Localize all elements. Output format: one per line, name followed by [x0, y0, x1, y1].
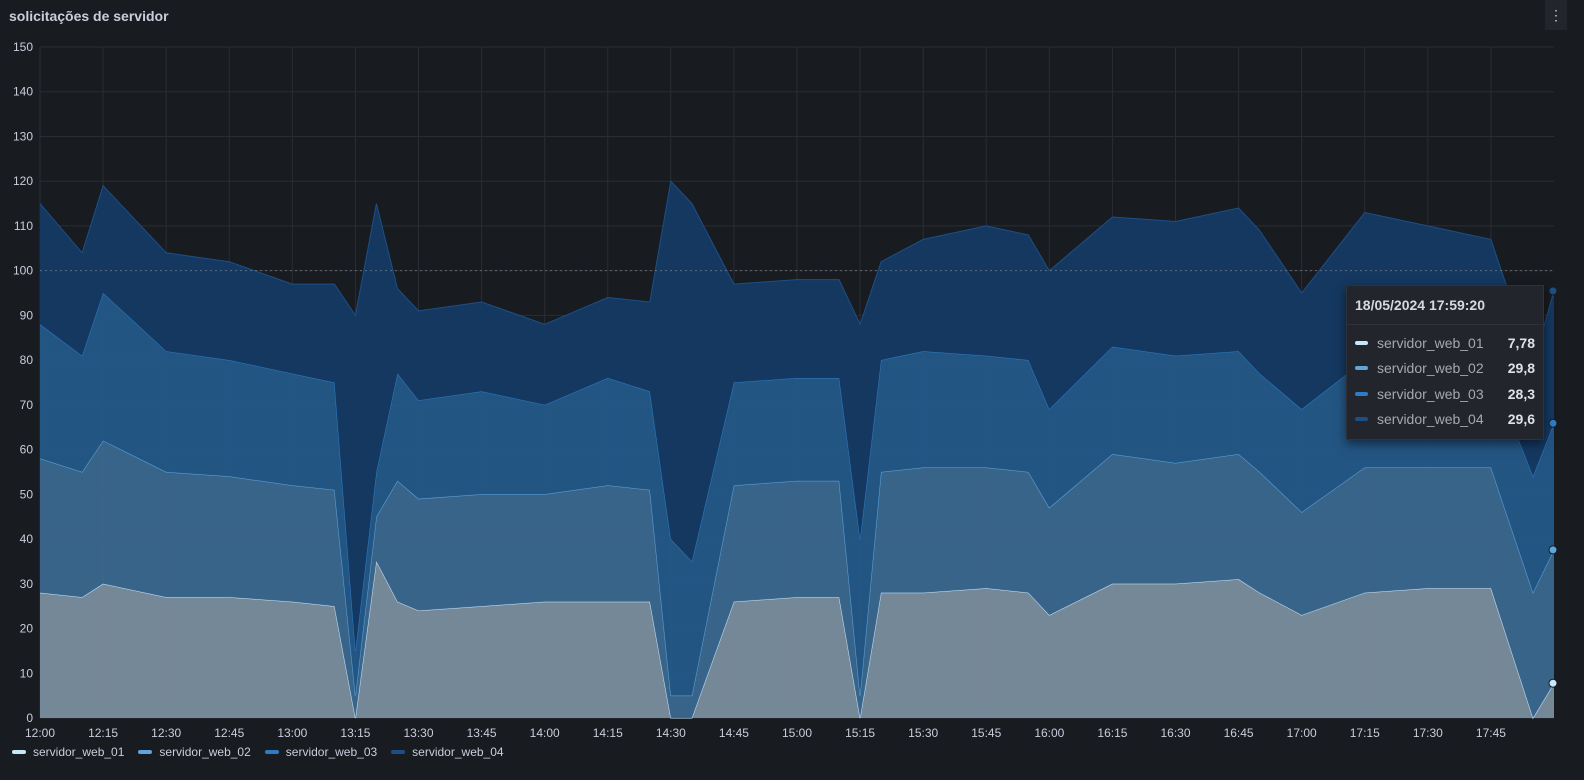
- panel-title: solicitações de servidor: [9, 8, 169, 24]
- y-tick-label: 120: [13, 174, 33, 188]
- x-tick-label: 16:15: [1097, 726, 1127, 740]
- tooltip-divider: [1347, 324, 1543, 325]
- y-tick-label: 20: [20, 622, 34, 636]
- tooltip-series-value: 28,3: [1507, 386, 1535, 402]
- y-tick-label: 100: [13, 264, 33, 278]
- x-tick-label: 17:15: [1350, 726, 1380, 740]
- legend-swatch: [12, 750, 26, 754]
- x-tick-label: 12:30: [151, 726, 181, 740]
- kebab-menu-icon[interactable]: ⋮: [1545, 0, 1567, 30]
- x-tick-label: 13:45: [467, 726, 497, 740]
- legend-label: servidor_web_01: [33, 745, 125, 759]
- x-tick-label: 17:30: [1413, 726, 1443, 740]
- tooltip-row: servidor_web_03 28,3: [1355, 385, 1535, 403]
- x-tick-label: 13:00: [277, 726, 307, 740]
- x-tick-label: 14:00: [530, 726, 560, 740]
- y-tick-label: 110: [14, 219, 33, 233]
- legend-label: servidor_web_02: [159, 745, 251, 759]
- legend-item[interactable]: servidor_web_04: [391, 745, 504, 759]
- y-tick-label: 140: [13, 85, 33, 99]
- series-swatch: [1355, 366, 1368, 370]
- x-tick-label: 17:00: [1287, 726, 1317, 740]
- tooltip-series-value: 7,78: [1507, 335, 1535, 351]
- series-area-3: [40, 293, 1554, 696]
- x-tick-label: 15:45: [971, 726, 1001, 740]
- y-tick-label: 90: [20, 308, 34, 322]
- y-tick-label: 50: [20, 487, 34, 501]
- legend-label: servidor_web_03: [285, 745, 378, 759]
- tooltip-row: servidor_web_02 29,8: [1355, 359, 1535, 377]
- tooltip-series-value: 29,6: [1507, 411, 1535, 427]
- y-tick-label: 70: [20, 398, 34, 412]
- x-tick-label: 13:15: [340, 726, 370, 740]
- series-area-2: [40, 440, 1554, 718]
- y-tick-label: 150: [13, 40, 33, 54]
- legend-label: servidor_web_04: [412, 745, 504, 759]
- y-tick-label: 60: [20, 443, 34, 457]
- legend-item[interactable]: servidor_web_03: [264, 745, 378, 759]
- x-tick-label: 16:30: [1160, 726, 1190, 740]
- x-tick-label: 15:00: [782, 726, 812, 740]
- chart-legend: servidor_web_01 servidor_web_02 servidor…: [12, 745, 504, 759]
- x-tick-label: 16:45: [1224, 726, 1254, 740]
- y-tick-label: 130: [13, 129, 33, 143]
- series-area-4: [40, 181, 1554, 651]
- x-tick-label: 15:30: [908, 726, 938, 740]
- hover-point: [1548, 545, 1558, 555]
- series-line-4: [39, 180, 1555, 367]
- chart-tooltip: 18/05/2024 17:59:20 servidor_web_01 7,78…: [1346, 285, 1544, 440]
- tooltip-series-label: servidor_web_02: [1377, 360, 1484, 376]
- x-tick-label: 12:45: [214, 726, 244, 740]
- x-tick-label: 15:15: [845, 726, 875, 740]
- tooltip-series-label: servidor_web_01: [1377, 335, 1484, 351]
- x-tick-label: 12:15: [88, 726, 118, 740]
- hover-point: [1548, 418, 1558, 428]
- tooltip-series-label: servidor_web_03: [1377, 386, 1484, 402]
- y-tick-label: 80: [20, 353, 34, 367]
- x-tick-label: 14:15: [593, 726, 623, 740]
- y-tick-label: 30: [20, 577, 34, 591]
- legend-swatch: [264, 750, 279, 754]
- tooltip-series-label: servidor_web_04: [1377, 411, 1484, 427]
- x-tick-label: 14:30: [656, 726, 686, 740]
- tooltip-series-value: 29,8: [1507, 360, 1535, 376]
- tooltip-row: servidor_web_01 7,78: [1355, 334, 1535, 352]
- x-tick-label: 14:45: [719, 726, 749, 740]
- tooltip-time: 18/05/2024 17:59:20: [1355, 297, 1485, 313]
- series-swatch: [1355, 392, 1368, 396]
- legend-swatch: [138, 750, 153, 754]
- x-tick-label: 12:00: [25, 726, 55, 740]
- x-tick-label: 17:45: [1476, 726, 1506, 740]
- series-area-1: [40, 561, 1554, 718]
- series-swatch: [1355, 417, 1368, 421]
- hover-point: [1548, 286, 1558, 296]
- y-tick-label: 40: [20, 532, 34, 546]
- y-tick-label: 0: [26, 711, 33, 725]
- x-tick-label: 16:00: [1034, 726, 1064, 740]
- legend-swatch: [391, 750, 406, 754]
- series-swatch: [1355, 341, 1368, 345]
- x-tick-label: 13:30: [403, 726, 433, 740]
- legend-item[interactable]: servidor_web_02: [138, 745, 251, 759]
- y-tick-label: 10: [20, 666, 34, 680]
- tooltip-row: servidor_web_04 29,6: [1355, 410, 1535, 428]
- hover-point: [1548, 678, 1558, 688]
- legend-item[interactable]: servidor_web_01: [12, 745, 124, 759]
